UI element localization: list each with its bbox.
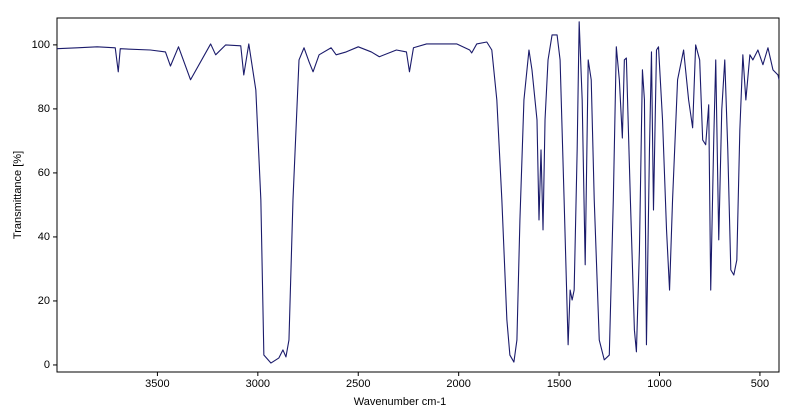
y-tick-label: 20 <box>38 295 50 307</box>
x-tick-label: 3000 <box>246 378 270 390</box>
y-tick-label: 40 <box>38 231 50 243</box>
x-tick-label: 1000 <box>647 378 671 390</box>
x-tick-label: 500 <box>751 378 769 390</box>
x-axis-label: Wavenumber cm-1 <box>354 396 447 408</box>
plot-frame <box>56 17 780 373</box>
y-tick-label: 0 <box>44 359 50 371</box>
spectrum-line <box>56 21 780 364</box>
y-tick-label: 80 <box>38 103 50 115</box>
x-tick-label: 2500 <box>346 378 370 390</box>
x-tick-label: 2000 <box>446 378 470 390</box>
y-tick-label: 100 <box>32 39 50 51</box>
x-tick-label: 3500 <box>145 378 169 390</box>
y-axis-label: Transmittance [%] <box>12 151 24 239</box>
x-tick-label: 1500 <box>547 378 571 390</box>
y-tick-label: 60 <box>38 167 50 179</box>
